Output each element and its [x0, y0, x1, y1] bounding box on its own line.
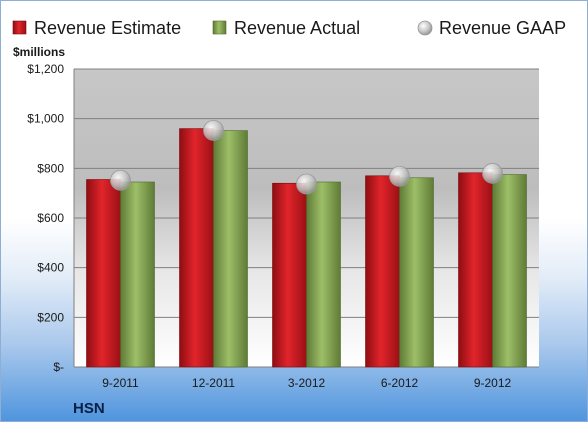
- bar-revenue-estimate: [179, 128, 214, 368]
- marker-revenue-gaap: [296, 173, 317, 195]
- y-tick-label: $-: [53, 360, 64, 374]
- y-axis-unit-label: $millions: [13, 45, 65, 59]
- x-tick-label: 6-2012: [381, 376, 419, 390]
- x-tick-label: 3-2012: [288, 376, 326, 390]
- legend-swatch-gaap: [417, 20, 433, 36]
- bar-revenue-estimate: [458, 172, 493, 368]
- x-tick-label: 9-2012: [474, 376, 512, 390]
- bar-revenue-estimate: [365, 175, 400, 368]
- marker-revenue-gaap: [203, 119, 224, 141]
- marker-revenue-gaap: [482, 162, 503, 184]
- marker-revenue-gaap: [389, 165, 410, 187]
- y-tick-label: $200: [37, 310, 64, 324]
- legend-label: Revenue Actual: [234, 18, 360, 38]
- y-tick-label: $800: [37, 161, 64, 175]
- bar-revenue-estimate: [86, 179, 121, 368]
- y-tick-label: $1,000: [27, 112, 64, 126]
- bar-revenue-actual: [399, 177, 434, 368]
- legend-swatch-estimate: [12, 20, 27, 35]
- bar-revenue-actual: [306, 181, 341, 368]
- y-tick-label: $400: [37, 261, 64, 275]
- legend-label: Revenue GAAP: [439, 18, 566, 38]
- bar-revenue-actual: [120, 181, 155, 368]
- legend-label: Revenue Estimate: [34, 18, 181, 38]
- y-tick-label: $600: [37, 211, 64, 225]
- legend-swatch-actual: [212, 20, 227, 35]
- bar-revenue-actual: [492, 174, 527, 368]
- bar-revenue-actual: [213, 130, 248, 368]
- y-tick-label: $1,200: [27, 62, 64, 76]
- x-tick-label: 12-2011: [192, 376, 235, 390]
- marker-revenue-gaap: [110, 169, 131, 191]
- x-tick-label: 9-2011: [102, 376, 139, 390]
- bar-revenue-estimate: [272, 182, 307, 368]
- company-label: HSN: [73, 400, 105, 417]
